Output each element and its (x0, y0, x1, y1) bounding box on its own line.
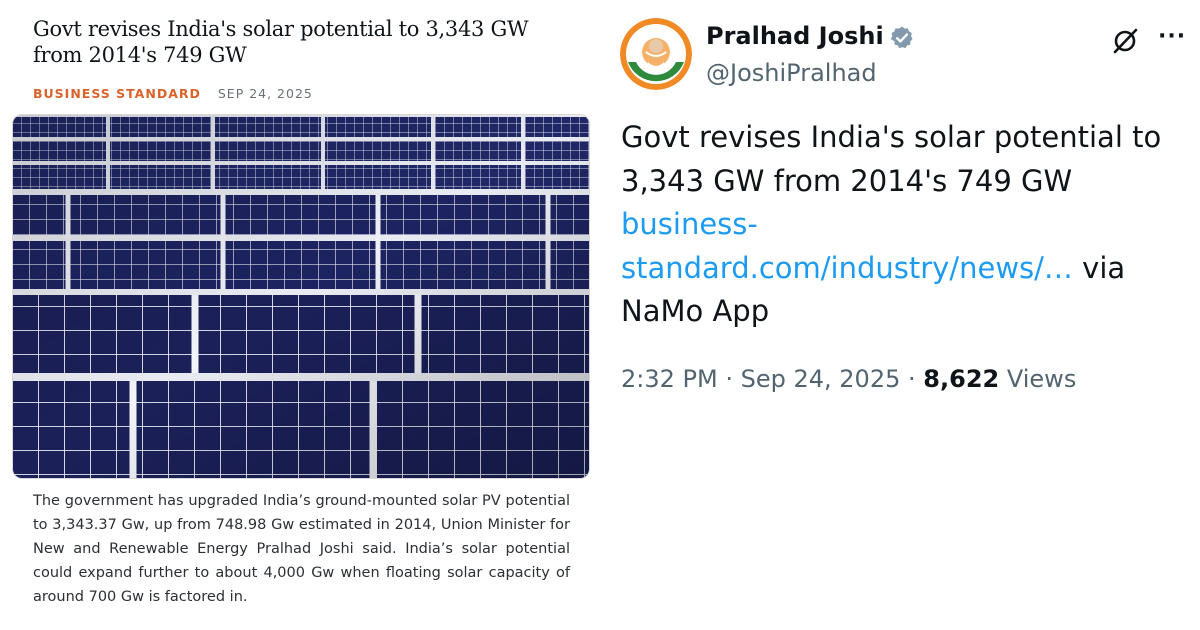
meta-separator: · (725, 365, 733, 393)
tweet-meta: 2:32 PM · Sep 24, 2025 · 8,622 Views (621, 365, 1076, 393)
solar-panels-image (13, 115, 589, 478)
more-icon[interactable]: ··· (1158, 24, 1187, 49)
user-handle[interactable]: @JoshiPralhad (706, 59, 877, 87)
article-card[interactable]: Govt revises India's solar potential to … (0, 0, 600, 630)
article-meta: BUSINESS STANDARD SEP 24, 2025 (33, 86, 313, 101)
article-image[interactable] (12, 114, 590, 479)
views-label: Views (1006, 365, 1077, 393)
tweet-time[interactable]: 2:32 PM (621, 365, 718, 393)
avatar-image (620, 18, 692, 90)
article-link-line2: standard.com/industry/news/… (621, 250, 1073, 285)
verified-badge-icon (890, 26, 913, 49)
article-link-line1: business- (621, 207, 758, 241)
article-summary: The government has upgraded India’s grou… (33, 493, 570, 605)
via-app: NaMo App (621, 294, 770, 328)
meta-separator: · (908, 365, 916, 393)
article-headline[interactable]: Govt revises India's solar potential to … (33, 17, 529, 67)
views-count: 8,622 (923, 365, 1000, 393)
display-name[interactable]: Pralhad Joshi (706, 22, 884, 50)
tweet-text: Govt revises India's solar potential to … (621, 120, 1162, 198)
article-source: BUSINESS STANDARD (33, 86, 201, 101)
article-link[interactable]: business- standard.com/industry/news/… v… (621, 203, 1181, 290)
tweet[interactable]: Pralhad Joshi @JoshiPralhad ··· Govt rev… (600, 0, 1200, 630)
via-label: via (1082, 250, 1126, 285)
avatar[interactable] (620, 18, 692, 90)
grok-icon[interactable] (1110, 26, 1140, 56)
tweet-date[interactable]: Sep 24, 2025 (740, 365, 901, 393)
article-date: SEP 24, 2025 (217, 86, 313, 101)
tweet-body: Govt revises India's solar potential to … (621, 116, 1181, 334)
